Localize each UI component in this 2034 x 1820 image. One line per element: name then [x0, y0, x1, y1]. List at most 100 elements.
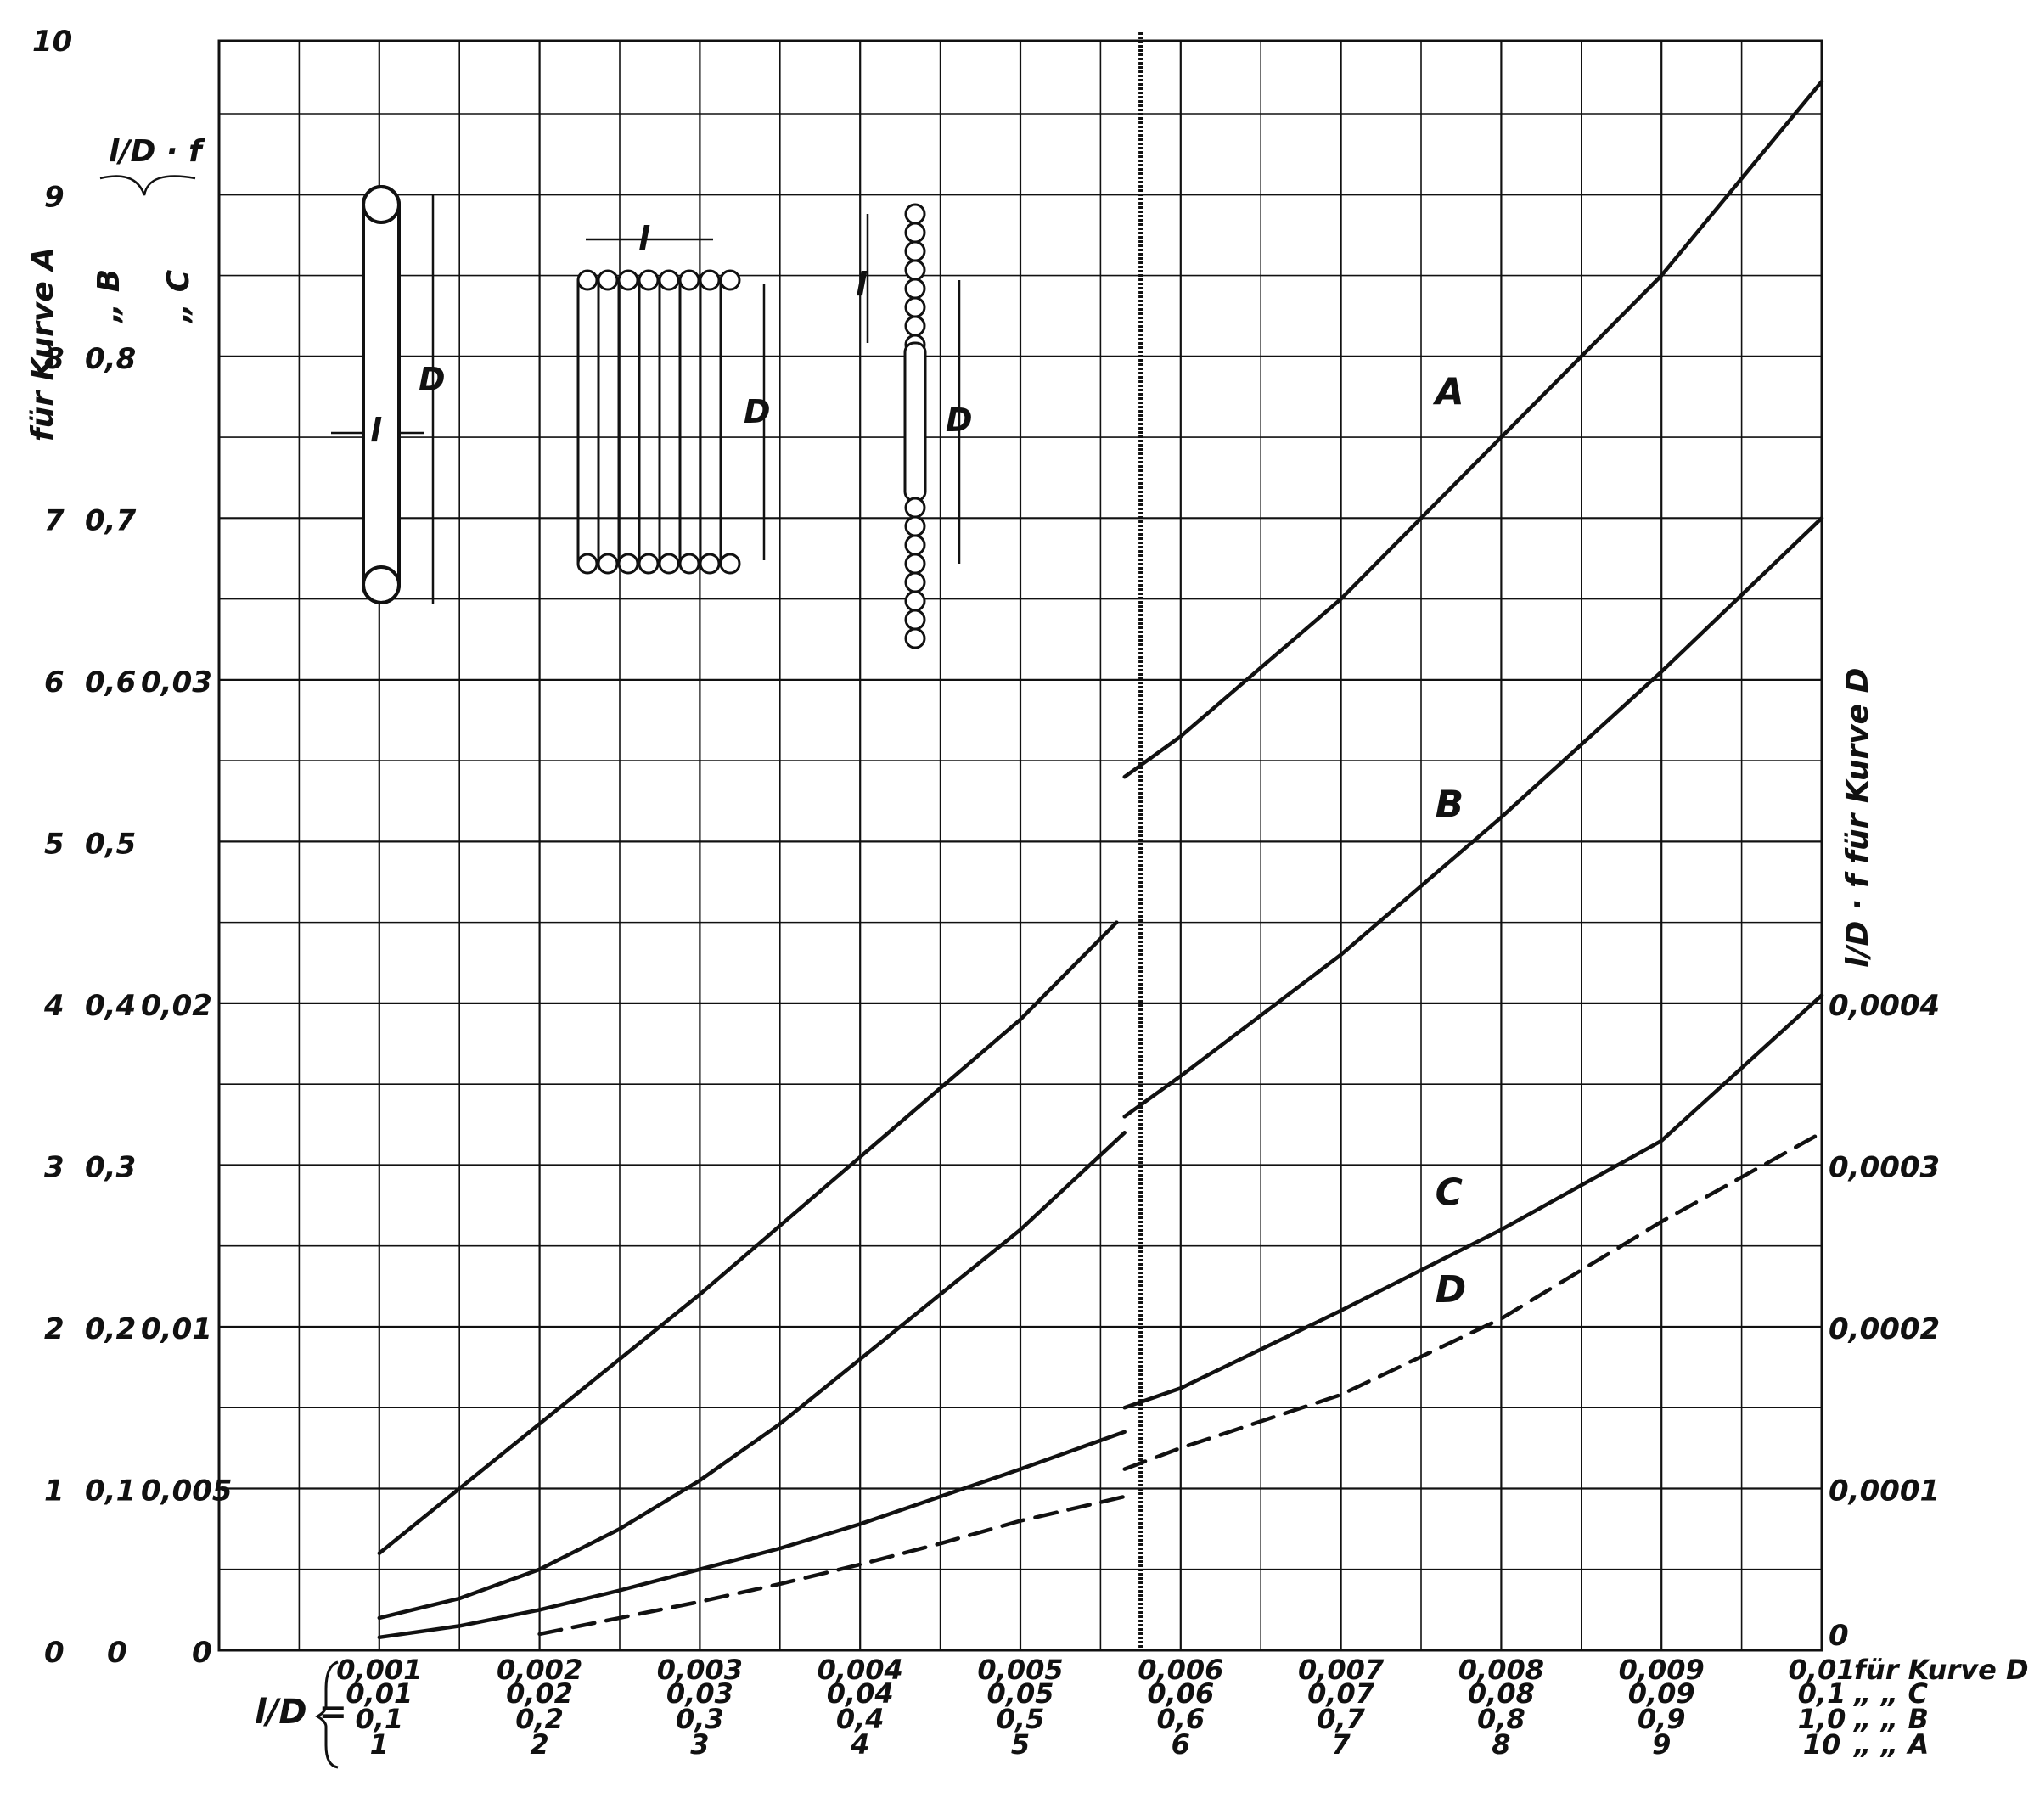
- inset2-label-l: l: [638, 220, 650, 257]
- inset3-circle: [904, 627, 926, 649]
- y-tick-b-zero: 0: [107, 1636, 127, 1670]
- x-tick-row-2: 0,06: [1147, 1677, 1214, 1710]
- y-axis-label-a: für Kurve A: [25, 247, 60, 441]
- curve-c-segment-1: [377, 1430, 1127, 1640]
- y-tick-a: 9: [44, 180, 65, 214]
- x-tick-row-4: 6: [1172, 1728, 1190, 1761]
- x-tick-row-4: 8: [1492, 1728, 1510, 1761]
- x-tick-row-4: 9: [1652, 1728, 1671, 1761]
- curve-a-segment-2: [1122, 79, 1824, 779]
- y-tick-b: 0,6: [85, 666, 136, 699]
- inset2-bottom-circle: [638, 553, 660, 575]
- x-tick-row-2: 0,01: [346, 1677, 413, 1710]
- inset2-label-d: D: [744, 393, 771, 430]
- x-tick-row-2: 0,08: [1468, 1677, 1535, 1710]
- y-tick-b: 0,7: [85, 503, 137, 537]
- x-tick-row-2: 0,05: [987, 1677, 1054, 1710]
- x-tick-row-4: 2: [530, 1728, 548, 1761]
- curve-d-segment-1: [537, 1494, 1127, 1637]
- x-tick-row-2: 0,03: [666, 1677, 733, 1710]
- x-tick-row-3: 0,2: [515, 1703, 564, 1735]
- inset3-circle: [904, 590, 926, 612]
- y-axis-label-c: „ C: [161, 269, 196, 324]
- x-tick-row-3: 1,0: [1798, 1703, 1846, 1735]
- inset3-circle: [904, 240, 926, 262]
- inset2-top-circle: [597, 269, 619, 291]
- inset3-circle: [904, 315, 926, 337]
- curve-b-segment-1: [377, 1131, 1127, 1621]
- y-tick-c: 0,01: [141, 1312, 212, 1346]
- inset2-top-circle: [576, 269, 598, 291]
- curve-d-segment-2: [1122, 1131, 1824, 1471]
- inset1-label-d: D: [419, 361, 446, 398]
- inset2-bottom-circle: [617, 553, 639, 575]
- y-axis-brace: [99, 175, 196, 196]
- x-tick-row-2: 0,09: [1628, 1677, 1695, 1710]
- inset2-bottom-circle: [699, 553, 721, 575]
- curve-label-a: A: [1433, 370, 1464, 413]
- x-tick-row-1: 0,005: [977, 1654, 1063, 1686]
- inset3-circle: [904, 571, 926, 593]
- x-tick-row-1: 0,007: [1298, 1654, 1385, 1686]
- inset2-top-circle: [638, 269, 660, 291]
- x-tick-row-1: 0,008: [1458, 1654, 1544, 1686]
- curve-label-d: D: [1436, 1268, 1467, 1312]
- inset2-bottom-circle: [658, 553, 680, 575]
- y-tick-b: 0,5: [85, 827, 136, 861]
- y-tick-d: 0,0001: [1829, 1474, 1940, 1508]
- x-tick-row-4: 3: [690, 1728, 709, 1761]
- y-tick-b: 0,4: [85, 989, 136, 1023]
- y-tick-b: 0,1: [85, 1474, 136, 1508]
- inset2-top-circle: [658, 269, 680, 291]
- inset3-circle: [904, 534, 926, 556]
- x-tick-row-3: 0,6: [1156, 1703, 1205, 1735]
- inset3-circle: [904, 609, 926, 631]
- y-axis-label-d: l/D · f für Kurve D: [1840, 668, 1875, 969]
- inset2-top-circle: [699, 269, 721, 291]
- inset1-label-l: l: [370, 412, 382, 449]
- inset3-circle: [904, 222, 926, 244]
- inset3-strip: [903, 341, 927, 503]
- inset1-top-circle: [362, 185, 401, 224]
- y-tick-d: 0,0003: [1829, 1150, 1940, 1184]
- x-row-suffix-1: für Kurve D: [1854, 1654, 2029, 1686]
- x-row-suffix-4: „ „ A: [1852, 1728, 1929, 1761]
- inset2-bottom-circle: [597, 553, 619, 575]
- curve-label-c: C: [1436, 1171, 1463, 1215]
- curves: A B C D: [377, 79, 1824, 1640]
- x-tick-row-1: 0,001: [336, 1654, 422, 1686]
- inset3-circle: [904, 259, 926, 281]
- x-row-suffix-2: „ „ C: [1852, 1677, 1929, 1710]
- y-tick-b: 0,8: [85, 342, 136, 376]
- curve-c-segment-2: [1122, 993, 1824, 1410]
- x-tick-row-3: 0,8: [1477, 1703, 1526, 1735]
- y-axis-label-b: „ B: [92, 269, 126, 324]
- y-tick-a: 3: [44, 1150, 65, 1184]
- y-tick-c: 0,005: [141, 1474, 233, 1508]
- y-tick-a: 10: [32, 25, 72, 59]
- inset1-bottom-circle: [362, 565, 401, 604]
- y-tick-a: 6: [44, 666, 65, 699]
- y-tick-c: 0,02: [141, 989, 212, 1023]
- x-tick-row-1: 0,009: [1619, 1654, 1705, 1686]
- y-tick-a: 4: [43, 989, 65, 1023]
- x-tick-row-3: 0,4: [836, 1703, 885, 1735]
- y-tick-a: 7: [44, 503, 65, 537]
- inset3-circle: [904, 515, 926, 537]
- x-tick-row-3: 0,5: [997, 1703, 1045, 1735]
- y-tick-a: 8: [44, 342, 65, 376]
- y-tick-d: 0,0002: [1829, 1312, 1940, 1346]
- x-tick-row-4: 7: [1331, 1728, 1351, 1761]
- x-tick-row-1: 0,006: [1138, 1654, 1223, 1686]
- y-axis-label-fraction: l/D · f: [109, 134, 205, 169]
- x-tick-row-3: 0,7: [1317, 1703, 1365, 1735]
- y-tick-a: 1: [44, 1474, 65, 1508]
- inset2-top-circle: [617, 269, 639, 291]
- x-tick-row-3: 0,9: [1638, 1703, 1686, 1735]
- x-tick-row-4: 10: [1803, 1728, 1841, 1761]
- curve-label-b: B: [1436, 783, 1464, 826]
- x-tick-row-2: 0,04: [827, 1677, 894, 1710]
- x-tick-row-1: 0,01: [1789, 1654, 1856, 1686]
- x-tick-row-2: 0,07: [1307, 1677, 1375, 1710]
